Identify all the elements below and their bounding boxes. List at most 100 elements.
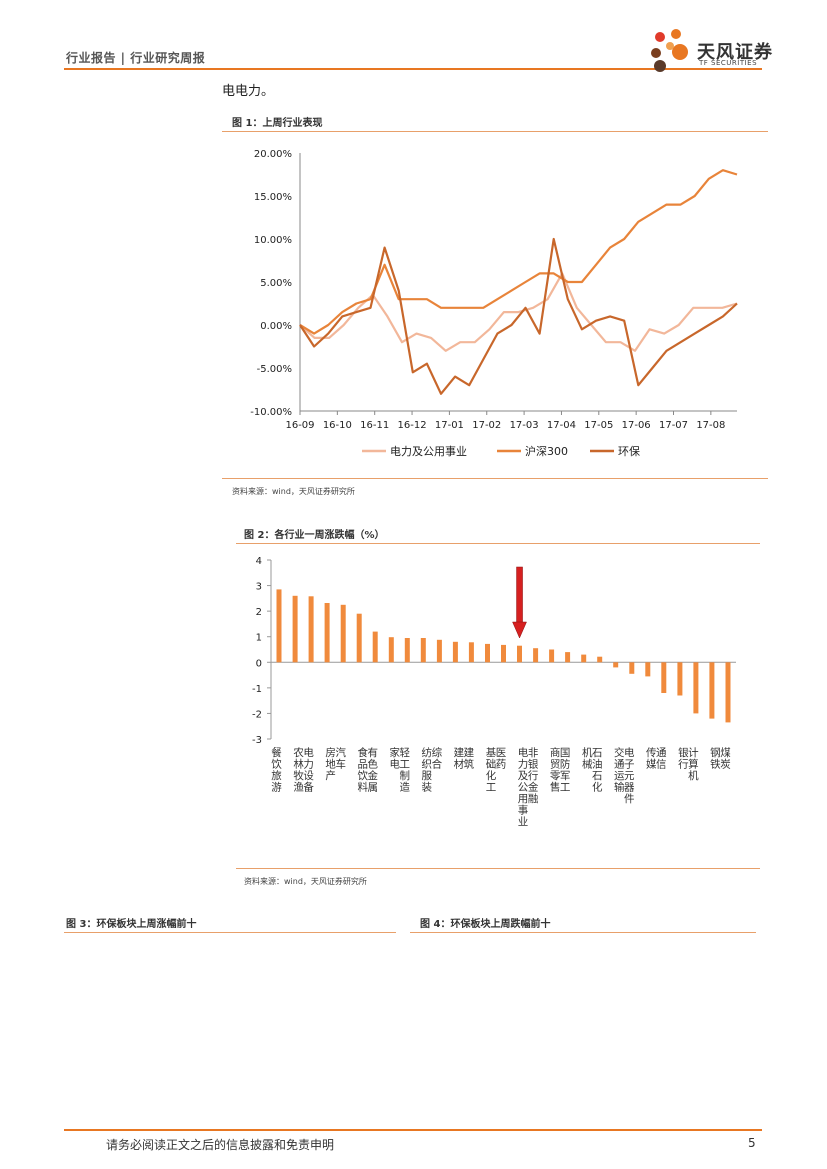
bar [645, 662, 651, 677]
figure1-source: 资料来源：wind，天风证券研究所 [232, 487, 355, 496]
category-label: 通信 [655, 747, 667, 770]
y-tick-label: -5.00% [257, 364, 292, 375]
x-tick-label: 17-06 [622, 420, 651, 431]
category-label: 银行 [677, 746, 689, 770]
bar [565, 652, 571, 663]
arrow-shaft [516, 566, 523, 624]
bar [436, 639, 442, 663]
category-label: 计算机 [687, 746, 699, 781]
bar [420, 638, 426, 663]
category-label: 电子元器件 [623, 746, 635, 804]
logo-icon [651, 29, 688, 72]
x-tick-label: 17-01 [435, 420, 464, 431]
x-tick-label: 17-07 [659, 420, 688, 431]
bar [308, 596, 314, 663]
y-tick-label: 0.00% [260, 321, 292, 332]
y-tick-label: -1 [252, 684, 262, 695]
category-label: 房地产 [324, 746, 336, 781]
intro-text: 电电力。 [222, 84, 275, 99]
bar [581, 654, 587, 663]
bar [501, 644, 506, 663]
bar [340, 604, 346, 663]
category-label: 非银行金融 [527, 747, 539, 805]
figure2-source: 资料来源：wind，天风证券研究所 [244, 877, 367, 886]
legend-env-label: 环保 [618, 444, 640, 458]
category-label: 电力及公用事业 [517, 746, 529, 827]
category-label: 传媒 [645, 747, 657, 770]
figure1-title: 图 1：上周行业表现 [232, 118, 323, 129]
category-label: 钢铁 [709, 746, 721, 770]
category-label: 商贸零售 [549, 746, 561, 793]
category-label: 建材 [452, 746, 464, 770]
x-tick-label: 17-02 [472, 420, 501, 431]
figure4-rule [410, 932, 756, 933]
bar [485, 643, 490, 663]
logo-subtext: TF SECURITIES [699, 59, 758, 67]
category-label: 家电 [388, 746, 400, 770]
category-label: 汽车 [334, 746, 346, 770]
bar [709, 662, 715, 719]
y-tick-label: -10.00% [250, 407, 292, 418]
y-tick-label: 1 [256, 633, 262, 644]
figure2-bottom-rule [236, 868, 760, 869]
bar [725, 662, 731, 723]
category-label: 交通运输 [613, 746, 625, 793]
bar [356, 613, 362, 663]
category-label: 国防军工 [559, 747, 571, 793]
legend-hs300-label: 沪深300 [525, 444, 568, 458]
bar [613, 662, 619, 668]
bar [597, 656, 603, 663]
category-label: 纺织服装 [420, 746, 432, 793]
highlight-arrow-icon [512, 566, 527, 639]
category-label: 医药 [495, 747, 507, 770]
bar [693, 662, 699, 714]
header-divider [64, 68, 762, 70]
bar [533, 648, 539, 663]
figure4-title: 图 4：环保板块上周跌幅前十 [420, 919, 551, 930]
x-tick-label: 17-08 [696, 420, 725, 431]
category-label: 电力设备 [302, 746, 314, 793]
arrow-head [512, 621, 527, 639]
x-tick-label: 16-09 [285, 420, 314, 431]
x-tick-label: 17-03 [510, 420, 539, 431]
breadcrumb: 行业报告 | 行业研究周报 [66, 51, 206, 65]
bar [276, 589, 282, 663]
x-tick-label: 16-11 [360, 420, 389, 431]
footer-disclaimer: 请务必阅读正文之后的信息披露和免责申明 [106, 1138, 335, 1152]
bar [388, 637, 394, 663]
bar [404, 638, 410, 663]
y-tick-label: -3 [252, 735, 262, 746]
figure2-title: 图 2：各行业一周涨跌幅（%） [244, 530, 385, 541]
y-tick-label: 5.00% [260, 278, 292, 289]
y-tick-label: 2 [256, 607, 262, 618]
category-label: 基础化工 [485, 746, 497, 793]
figure2-top-rule [236, 543, 760, 544]
category-label: 有色金属 [366, 746, 378, 793]
category-label: 建筑 [462, 746, 474, 770]
figure1-top-rule [222, 131, 768, 132]
category-label: 食品饮料 [356, 746, 368, 793]
bar [517, 645, 522, 663]
y-tick-label: 20.00% [254, 149, 292, 160]
series-env-line [299, 237, 738, 395]
bar [549, 649, 555, 663]
footer-divider [64, 1129, 762, 1131]
category-label: 轻工制造 [398, 746, 410, 793]
bar [468, 642, 474, 663]
y-tick-label: -2 [252, 709, 262, 720]
y-tick-label: 0 [256, 658, 262, 669]
bar [629, 662, 635, 674]
bar [372, 631, 378, 663]
bar [677, 662, 683, 696]
figure3-title: 图 3：环保板块上周涨幅前十 [66, 919, 197, 930]
legend-utilities-label: 电力及公用事业 [390, 445, 467, 458]
y-tick-label: 4 [256, 556, 262, 567]
bar [661, 662, 667, 693]
x-tick-label: 16-12 [398, 420, 427, 431]
x-tick-label: 16-10 [323, 420, 352, 431]
category-label: 餐饮旅游 [270, 746, 282, 793]
bar [324, 603, 330, 663]
category-label: 农林牧渔 [292, 746, 304, 793]
x-tick-label: 17-05 [584, 420, 613, 431]
